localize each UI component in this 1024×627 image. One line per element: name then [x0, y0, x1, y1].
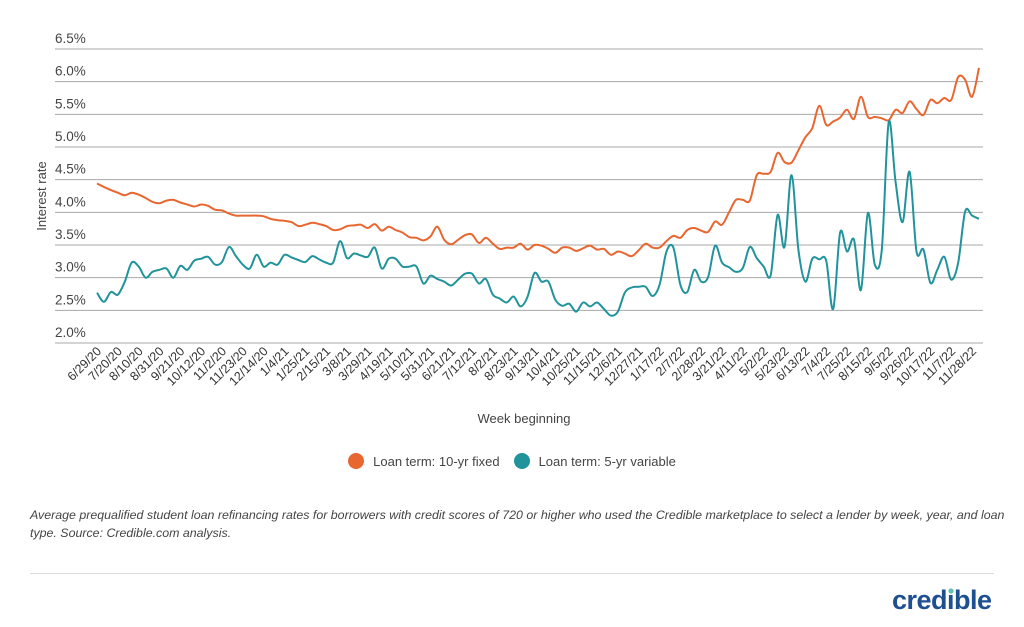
y-axis-ticks: 2.0% 2.5% 3.0% 3.5% 4.0% 4.5% 5.0% 5.5% 6.0% 6.5%	[55, 31, 86, 340]
legend: Loan term: 10-yr fixed Loan term: 5-yr v…	[0, 453, 1024, 469]
series-line-10yr-fixed	[96, 67, 980, 258]
legend-item-10yr-fixed: Loan term: 10-yr fixed	[348, 453, 500, 469]
y-tick-label: 3.0%	[55, 260, 86, 275]
footer-divider	[30, 573, 994, 574]
y-tick-label: 4.0%	[55, 194, 86, 209]
chart-caption: Average prequalified student loan refina…	[30, 508, 1005, 540]
legend-swatch-10yr-fixed	[348, 453, 365, 469]
gridlines	[55, 48, 983, 344]
y-tick-label: 6.0%	[55, 64, 86, 79]
legend-label: Loan term: 5-yr variable	[538, 453, 676, 469]
x-axis-ticks: 6/29/207/20/208/10/208/31/209/21/2010/12…	[65, 344, 979, 388]
legend-swatch-5yr-variable	[513, 453, 530, 469]
y-tick-label: 5.5%	[55, 96, 86, 111]
y-tick-label: 3.5%	[55, 227, 86, 242]
y-axis-label: Interest rate	[34, 161, 49, 230]
y-tick-label: 6.5%	[55, 31, 86, 46]
legend-label: Loan term: 10-yr fixed	[373, 453, 500, 469]
svg-text:credible: credible	[892, 585, 992, 615]
legend-item-5yr-variable: Loan term: 5-yr variable	[513, 453, 676, 469]
series-line-5yr-variable	[96, 119, 980, 317]
x-axis-label: Week beginning	[478, 411, 571, 426]
credible-logo: credible	[892, 585, 993, 615]
y-tick-label: 5.0%	[55, 129, 86, 144]
y-tick-label: 2.0%	[55, 325, 86, 340]
y-tick-label: 2.5%	[55, 292, 86, 307]
y-tick-label: 4.5%	[55, 162, 86, 177]
series-lines	[96, 67, 980, 317]
line-chart: 2.0% 2.5% 3.0% 3.5% 4.0% 4.5% 5.0% 5.5% 6.0% 6.5%…	[34, 31, 983, 426]
